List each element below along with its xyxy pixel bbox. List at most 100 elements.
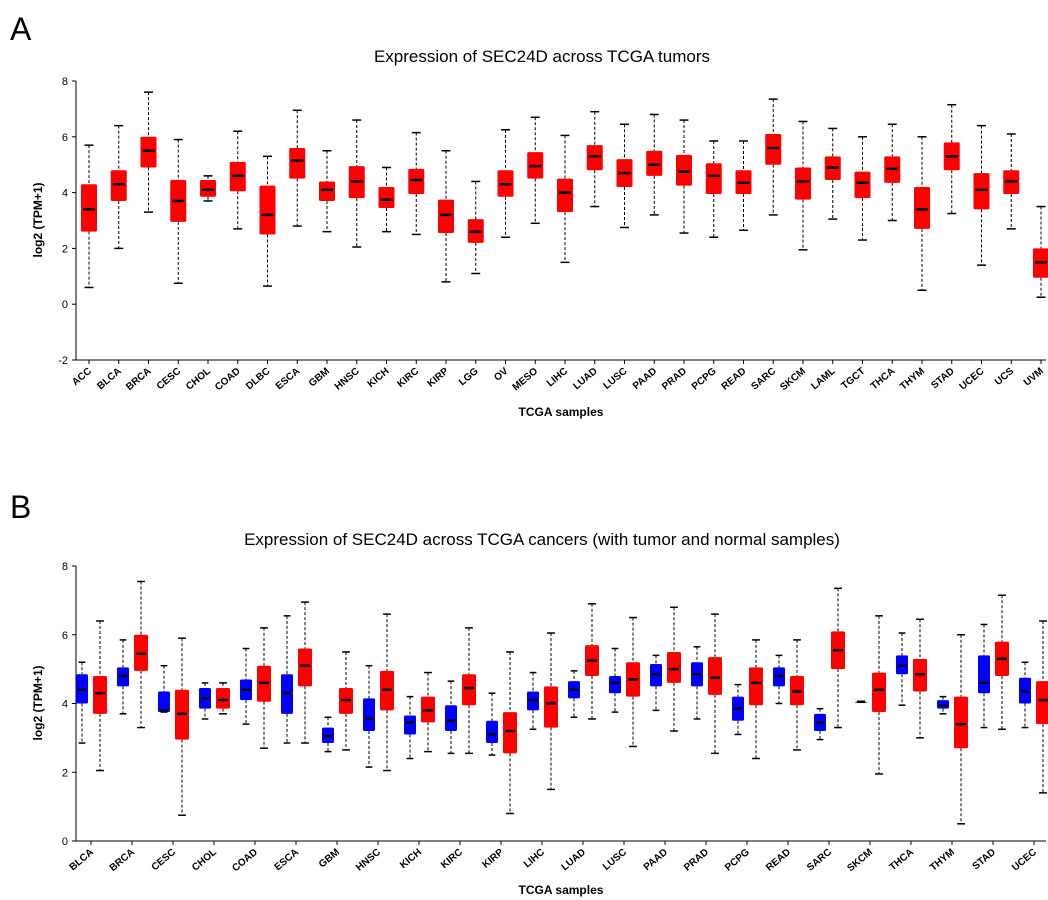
box-iqr [289,147,306,179]
box-cesc [170,138,187,285]
x-tick-label: ACC [70,366,94,388]
box-tumor-cesc [175,637,189,816]
box-tumor-gbm [339,651,353,751]
x-tick-label: PAAD [642,847,670,873]
box-normal-read [773,654,785,705]
y-tick-label: -2 [58,355,68,367]
x-tick-label: STAD [929,366,956,391]
chart-a-y-ticks: -2 0 2 4 6 8 [58,76,76,367]
box-normal-kirc [445,680,457,755]
box-normal-skcm [855,700,867,704]
x-tick-label: HNSC [354,847,383,874]
chart-a-boxes [81,91,1048,298]
box-iqr [872,672,886,713]
x-tick-label: THYM [928,847,957,874]
chart-b-title: Expression of SEC24D across TCGA cancers… [244,530,840,549]
y-tick-label: 8 [62,76,68,88]
box-laml [824,127,841,220]
box-iqr [667,651,681,683]
x-tick-label: READ [764,847,793,874]
box-gbm [319,150,335,233]
box-iqr [1036,681,1048,725]
box-tumor-luad [585,603,599,720]
x-tick-label: LIHC [522,847,547,870]
box-normal-brca [117,639,129,715]
box-normal-blca [76,661,88,744]
panel-letter-a: A [10,11,32,47]
y-tick-label: 0 [62,836,68,848]
x-tick-label: COAD [230,847,260,874]
y-tick-label: 8 [62,561,68,573]
box-tumor-kirc [462,627,476,755]
box-tumor-prad [708,613,722,755]
box-iqr [503,712,517,754]
y-tick-label: 6 [62,630,68,642]
box-uvm [1033,205,1048,298]
y-tick-label: 2 [62,243,68,255]
x-tick-label: THCA [869,366,897,392]
box-iqr [708,657,722,695]
box-normal-paad [650,654,662,712]
x-tick-label: READ [720,366,749,393]
box-ucs [1003,133,1020,230]
y-tick-label: 4 [62,699,68,711]
box-esca [289,109,306,227]
x-tick-label: LUSC [601,847,629,873]
chart-a-category-labels: ACC BLCA BRCA CESC CHOL COAD DLBC ESCA GBM HNSC KI… [70,360,1046,393]
box-iqr [973,173,990,210]
box-iqr [319,181,335,201]
box-kich [378,166,395,233]
x-tick-label: BLCA [68,847,96,873]
box-tumor-chol [216,682,230,715]
box-iqr [216,688,230,709]
x-tick-label: CESC [155,366,183,392]
box-normal-pcpg [732,683,744,736]
box-blca [110,124,127,250]
box-pcpg [705,140,722,238]
box-iqr [298,648,312,687]
box-iqr [200,180,216,197]
box-normal-prad [691,646,703,720]
x-tick-label: CHOL [190,847,219,874]
box-tumor-read [790,639,804,751]
box-skcm [795,120,811,251]
box-normal-thym [937,695,949,715]
box-iqr [676,154,692,186]
x-tick-label: OV [492,366,510,384]
x-tick-label: UCEC [1010,847,1039,874]
x-tick-label: CHOL [184,366,213,393]
x-tick-label: BRCA [108,847,137,874]
box-tumor-esca [298,601,312,744]
box-lgg [467,180,484,275]
box-dlbc [259,155,276,287]
box-tumor-pcpg [749,639,763,760]
x-tick-label: STAD [971,847,998,872]
box-iqr [408,168,425,194]
chart-a-xlabel: TCGA samples [519,405,604,419]
box-iqr [854,171,871,199]
box-luad [586,110,603,208]
box-hnsc [348,119,365,248]
panel-letter-b: B [10,489,31,525]
x-tick-label: KIRP [426,366,452,390]
box-normal-lusc [609,647,621,713]
box-iqr [646,150,663,176]
box-tumor-coad [257,627,271,749]
x-tick-label: BLCA [95,366,123,392]
x-tick-label: SARC [749,366,778,393]
x-tick-label: ESCA [273,847,301,873]
chart-a-title: Expression of SEC24D across TCGA tumors [374,47,710,66]
box-prad [676,119,692,234]
box-iqr [259,185,276,235]
box-thca [884,123,901,222]
x-tick-label: KICH [366,366,392,390]
x-tick-label: LAML [809,366,837,392]
x-tick-label: GBM [307,366,332,389]
box-normal-chol [199,682,211,720]
box-ucec [973,124,990,266]
box-iqr [749,667,763,706]
box-meso [527,116,544,225]
box-normal-hnsc [363,664,375,768]
box-tumor-stad [995,594,1009,731]
